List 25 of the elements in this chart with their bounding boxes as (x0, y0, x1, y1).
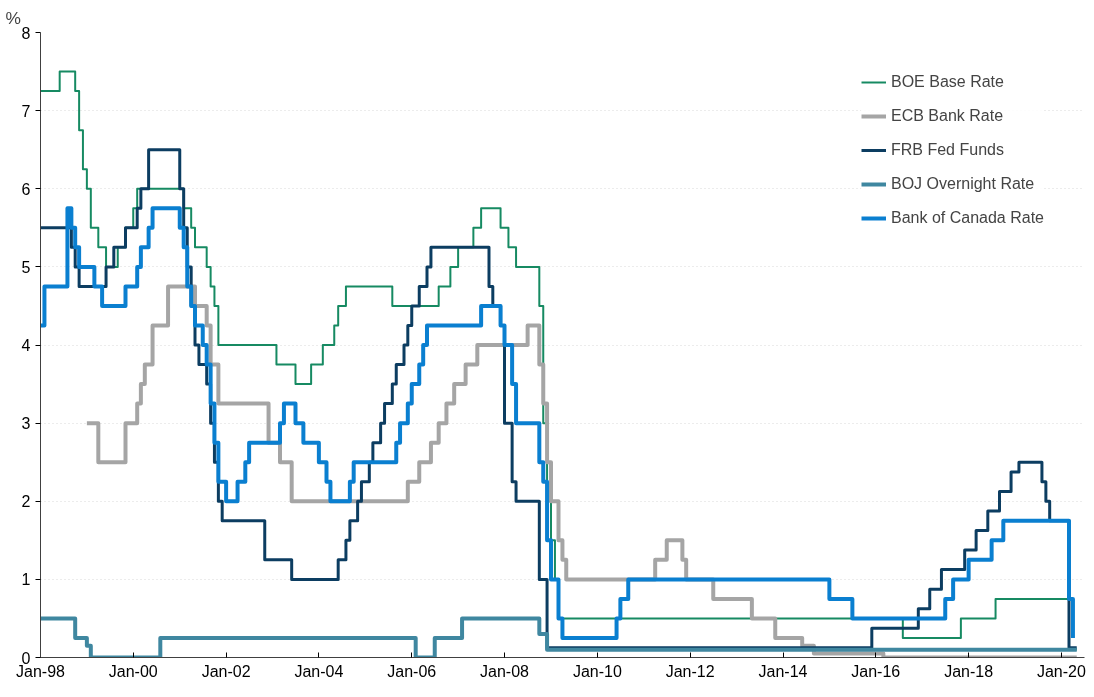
y-tick-label: 2 (21, 493, 31, 511)
y-tick-label: 5 (21, 258, 31, 276)
legend-label: BOE Base Rate (891, 73, 1004, 91)
legend-label: BOJ Overnight Rate (891, 175, 1035, 193)
x-tick-label: Jan-10 (572, 662, 622, 680)
y-tick-label: 4 (21, 337, 31, 354)
y-tick-label: 6 (21, 180, 31, 198)
x-tick-label: Jan-14 (758, 662, 808, 680)
x-tick-label: Jan-08 (480, 662, 530, 680)
x-tick-label: Jan-02 (201, 662, 251, 680)
x-tick-label: Jan-18 (944, 662, 994, 680)
y-axis-title: % (5, 7, 21, 28)
legend-label: ECB Bank Rate (891, 107, 1004, 125)
legend-label: FRB Fed Funds (891, 141, 1004, 159)
x-tick-label: Jan-04 (294, 662, 344, 680)
x-tick-label: Jan-20 (1036, 662, 1086, 680)
legend-label: Bank of Canada Rate (891, 209, 1044, 227)
x-tick-label: Jan-16 (851, 662, 901, 680)
y-tick-label: 1 (21, 571, 31, 589)
y-tick-label: 3 (21, 415, 31, 433)
y-tick-label: 7 (21, 102, 31, 120)
y-tick-label: 8 (21, 24, 31, 42)
x-tick-label: Jan-00 (108, 662, 158, 680)
x-tick-label: Jan-12 (665, 662, 715, 680)
x-tick-label: Jan-06 (387, 662, 437, 680)
